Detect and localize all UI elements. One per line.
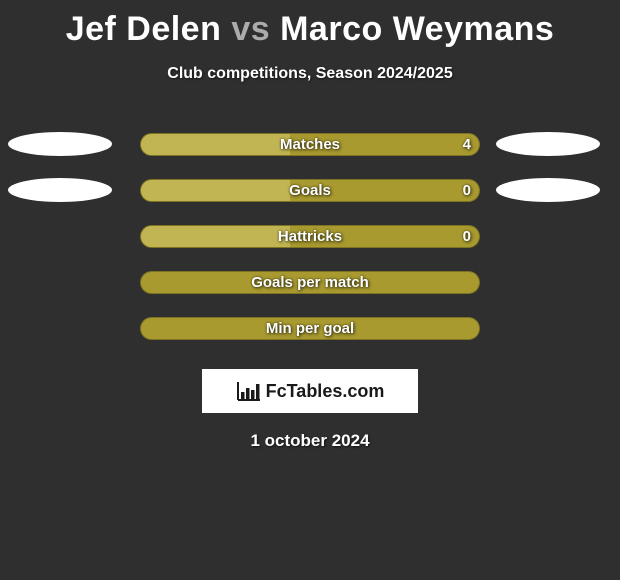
bar-fill-segment [141,134,290,155]
stat-bar: Matches4 [140,133,480,156]
logo-box: FcTables.com [202,369,418,413]
date-label: 1 october 2024 [0,431,620,451]
player2-name: Marco Weymans [280,10,554,48]
chart-row: Matches4 [0,121,620,167]
vs-separator: vs [231,10,270,48]
bar-label: Min per goal [266,320,354,337]
stat-bar: Goals per match [140,271,480,294]
page-title: Jef Delen vs Marco Weymans [0,0,620,49]
bar-label: Goals [289,182,331,199]
ellipse-marker-right [496,132,600,156]
bar-label: Goals per match [251,274,369,291]
subtitle: Club competitions, Season 2024/2025 [0,65,620,83]
bar-value: 0 [463,182,471,199]
stat-bar: Hattricks0 [140,225,480,248]
bar-value: 0 [463,228,471,245]
bar-fill-segment [141,180,290,201]
chart-row: Hattricks0 [0,213,620,259]
logo-text: FcTables.com [266,381,385,402]
ellipse-marker-left [8,132,112,156]
ellipse-marker-left [8,178,112,202]
bar-fill-segment [141,226,290,247]
stat-bar: Min per goal [140,317,480,340]
comparison-chart: Matches4Goals0Hattricks0Goals per matchM… [0,121,620,351]
chart-row: Goals per match [0,259,620,305]
bar-chart-icon [236,380,262,402]
bar-value: 4 [463,136,471,153]
stat-bar: Goals 0 [140,179,480,202]
chart-row: Min per goal [0,305,620,351]
ellipse-marker-right [496,178,600,202]
chart-row: Goals 0 [0,167,620,213]
player1-name: Jef Delen [66,10,222,48]
